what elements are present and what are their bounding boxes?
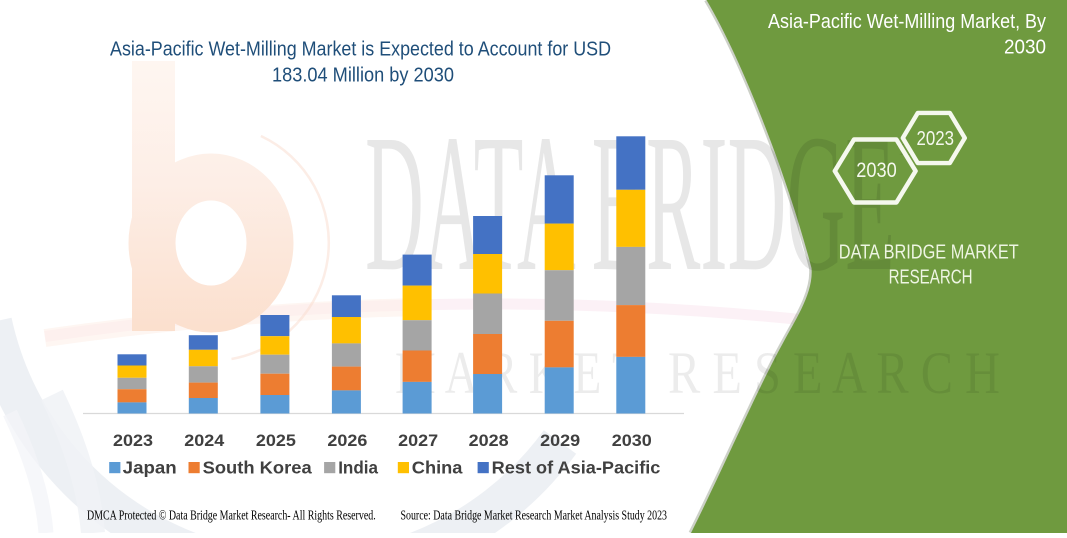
- svg-text:DMCA Protected © Data Bridge M: DMCA Protected © Data Bridge Market Rese…: [87, 508, 376, 523]
- svg-text:Asia-Pacific Wet-Milling Marke: Asia-Pacific Wet-Milling Market is Expec…: [110, 38, 611, 61]
- svg-text:RESEARCH: RESEARCH: [889, 266, 973, 289]
- svg-text:South Korea: South Korea: [203, 458, 312, 478]
- svg-text:R E S E A R C H: R E S E A R C H: [668, 340, 1000, 406]
- svg-text:Japan: Japan: [123, 458, 177, 478]
- svg-text:China: China: [412, 458, 463, 478]
- svg-text:2026: 2026: [327, 432, 367, 450]
- svg-text:2030: 2030: [856, 159, 897, 182]
- svg-text:183.04 Million by 2030: 183.04 Million by 2030: [272, 64, 454, 87]
- svg-text:2027: 2027: [398, 432, 438, 450]
- svg-text:2028: 2028: [469, 432, 509, 450]
- svg-text:2025: 2025: [256, 432, 296, 450]
- svg-text:2024: 2024: [184, 432, 225, 450]
- svg-text:DATA BRIDGE MARKET: DATA BRIDGE MARKET: [839, 241, 1019, 264]
- svg-text:2030: 2030: [612, 432, 652, 450]
- svg-text:Rest of Asia-Pacific: Rest of Asia-Pacific: [492, 458, 661, 478]
- svg-text:India: India: [338, 458, 378, 478]
- svg-text:2030: 2030: [1004, 36, 1046, 59]
- svg-text:Source: Data Bridge Market Res: Source: Data Bridge Market Research Mark…: [401, 508, 668, 523]
- svg-text:M A R K E T: M A R K E T: [395, 340, 640, 406]
- svg-text:2029: 2029: [540, 432, 580, 450]
- svg-text:2023: 2023: [917, 128, 955, 150]
- svg-text:2023: 2023: [113, 432, 153, 450]
- svg-text:Asia-Pacific Wet-Milling Marke: Asia-Pacific Wet-Milling Market, By: [768, 10, 1047, 33]
